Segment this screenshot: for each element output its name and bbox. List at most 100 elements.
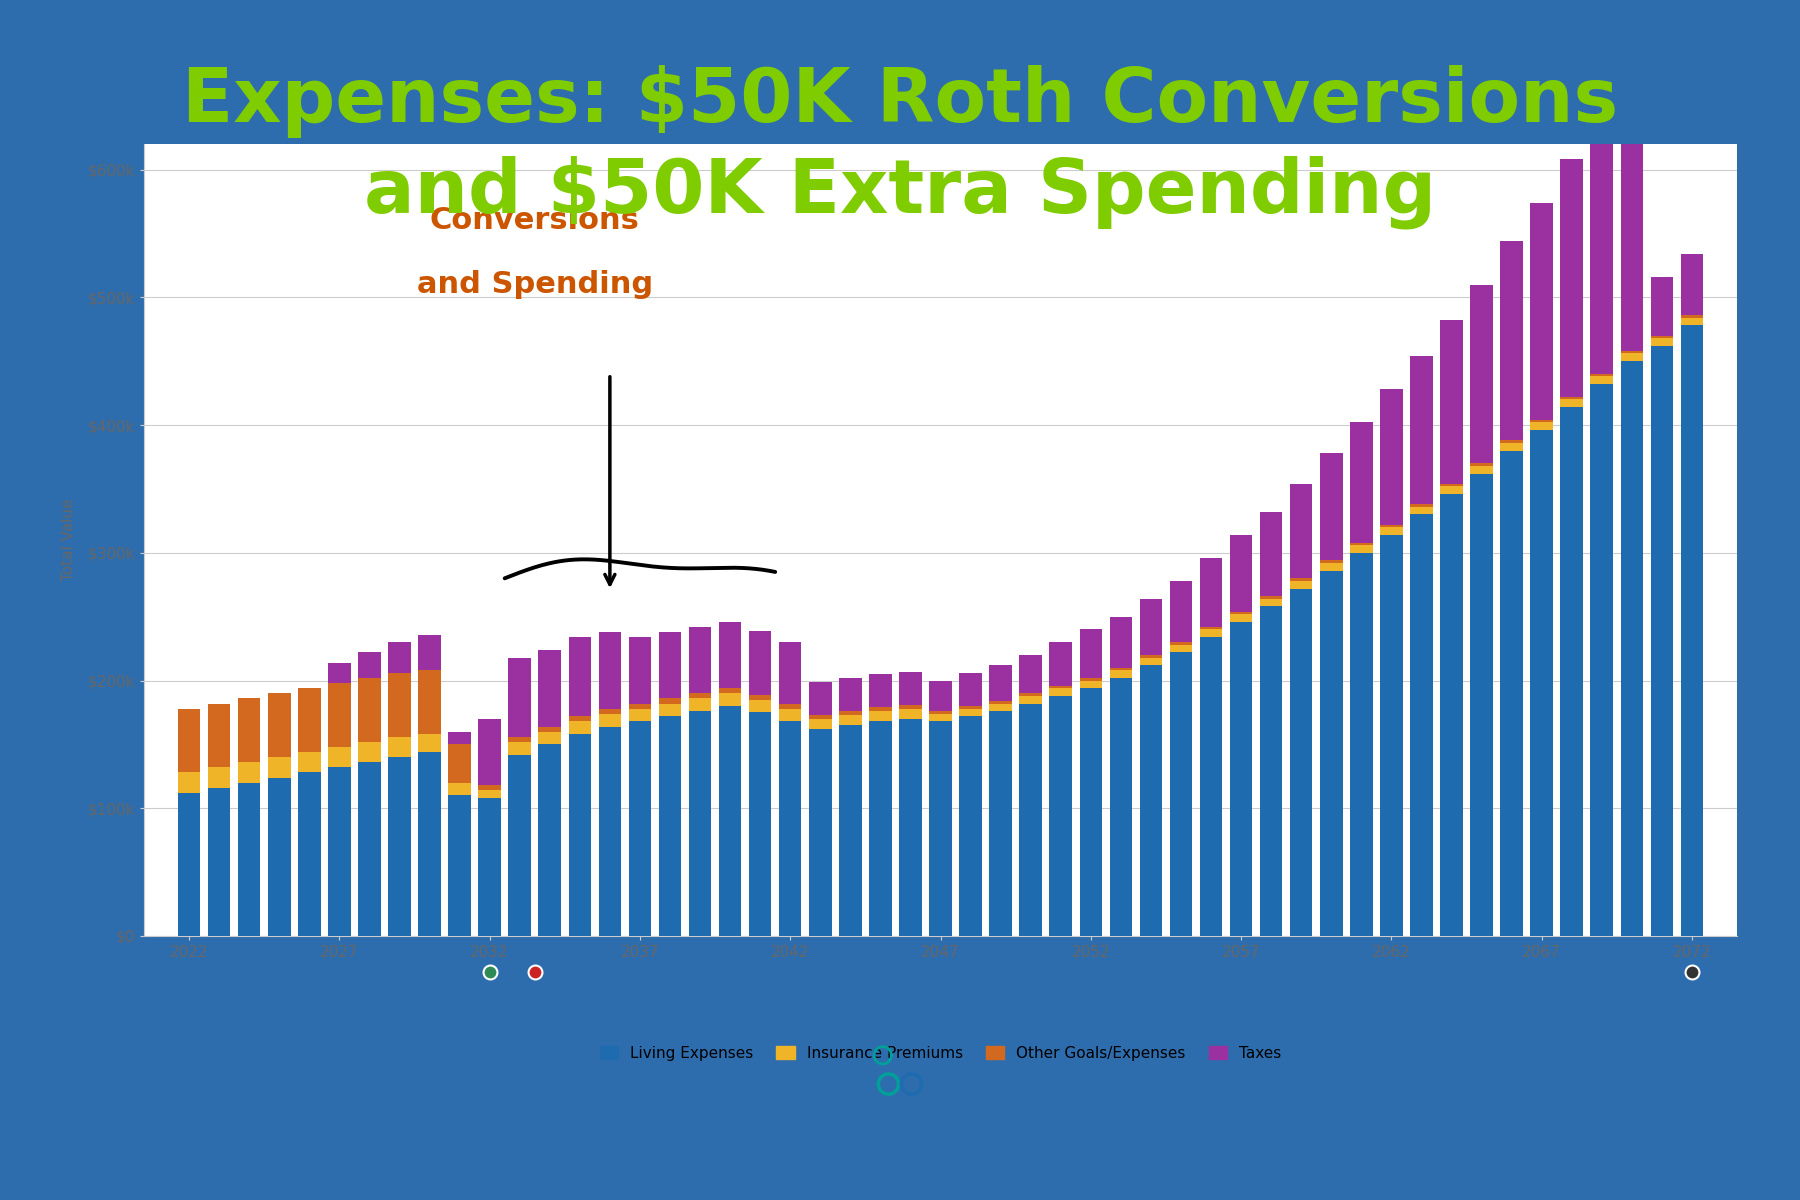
Bar xyxy=(1260,606,1282,936)
Bar xyxy=(299,752,320,773)
Bar xyxy=(900,709,922,719)
Bar xyxy=(1080,680,1102,688)
Bar xyxy=(599,632,621,709)
Bar xyxy=(718,622,742,688)
Bar xyxy=(508,742,531,755)
Bar xyxy=(628,703,652,709)
Text: Expenses: $50K Roth Conversions: Expenses: $50K Roth Conversions xyxy=(182,66,1618,138)
Bar xyxy=(929,714,952,721)
Bar xyxy=(628,637,652,703)
Bar xyxy=(929,721,952,936)
Bar xyxy=(1019,694,1042,696)
Bar xyxy=(1651,346,1674,936)
Bar xyxy=(448,744,472,782)
Bar xyxy=(689,626,711,694)
Bar xyxy=(1229,612,1253,614)
Bar xyxy=(1109,678,1132,936)
Bar xyxy=(448,782,472,796)
Bar xyxy=(1260,596,1282,599)
Bar xyxy=(538,744,562,936)
Bar xyxy=(659,632,680,698)
Bar xyxy=(749,695,772,700)
Bar xyxy=(1019,703,1042,936)
Bar xyxy=(839,725,862,936)
Bar xyxy=(659,703,680,716)
Bar xyxy=(358,762,380,936)
Bar xyxy=(1350,422,1373,542)
Bar xyxy=(1471,463,1492,466)
Bar xyxy=(1139,655,1163,658)
Bar xyxy=(1381,389,1402,524)
Bar xyxy=(389,757,410,936)
Bar xyxy=(839,715,862,725)
Bar xyxy=(1681,318,1703,325)
Bar xyxy=(178,773,200,793)
Bar xyxy=(1440,484,1463,486)
Bar xyxy=(1201,558,1222,626)
Bar xyxy=(1409,515,1433,936)
Bar xyxy=(1049,696,1073,936)
Bar xyxy=(1201,637,1222,936)
Bar xyxy=(1109,667,1132,671)
Bar xyxy=(1139,658,1163,665)
Bar xyxy=(990,701,1012,703)
Bar xyxy=(959,673,981,706)
Bar xyxy=(508,658,531,737)
Bar xyxy=(749,700,772,713)
Bar xyxy=(808,719,832,730)
Bar xyxy=(1319,563,1343,571)
Bar xyxy=(1530,430,1553,936)
Bar xyxy=(1409,504,1433,506)
Bar xyxy=(1651,277,1674,336)
Bar xyxy=(1501,450,1523,936)
Bar xyxy=(538,650,562,726)
Bar xyxy=(178,709,200,773)
Bar xyxy=(689,712,711,936)
Bar xyxy=(1620,361,1643,936)
Bar xyxy=(659,716,680,936)
Bar xyxy=(268,778,290,936)
Bar xyxy=(599,709,621,714)
Bar xyxy=(508,737,531,742)
Bar xyxy=(1049,685,1073,688)
Bar xyxy=(839,712,862,715)
Bar xyxy=(328,662,351,683)
Bar xyxy=(1381,527,1402,535)
Bar xyxy=(990,703,1012,712)
Bar xyxy=(1260,512,1282,596)
Bar xyxy=(1170,644,1192,653)
Bar xyxy=(418,734,441,752)
Bar xyxy=(779,721,801,936)
Text: and Spending: and Spending xyxy=(416,270,653,299)
Bar xyxy=(1501,440,1523,443)
Bar xyxy=(268,757,290,778)
Bar xyxy=(1201,630,1222,637)
Bar xyxy=(1319,560,1343,563)
Bar xyxy=(1530,422,1553,430)
Bar xyxy=(1561,160,1582,397)
Bar xyxy=(1471,284,1492,463)
Bar xyxy=(268,694,290,757)
Bar xyxy=(1591,384,1613,936)
Bar xyxy=(1620,354,1643,361)
Bar xyxy=(1591,374,1613,377)
Bar xyxy=(1291,581,1312,588)
Bar xyxy=(929,712,952,714)
Bar xyxy=(599,726,621,936)
Bar xyxy=(238,782,261,936)
Bar xyxy=(1049,642,1073,685)
Bar xyxy=(328,683,351,746)
Bar xyxy=(538,732,562,744)
Bar xyxy=(358,678,380,742)
Bar xyxy=(990,665,1012,701)
Bar xyxy=(328,746,351,767)
Bar xyxy=(1471,466,1492,474)
Bar xyxy=(1170,642,1192,644)
Bar xyxy=(1229,535,1253,612)
Bar xyxy=(1501,443,1523,450)
Bar xyxy=(178,793,200,936)
Bar xyxy=(1291,578,1312,581)
Bar xyxy=(569,734,590,936)
Bar xyxy=(1591,116,1613,374)
Bar xyxy=(1681,325,1703,936)
